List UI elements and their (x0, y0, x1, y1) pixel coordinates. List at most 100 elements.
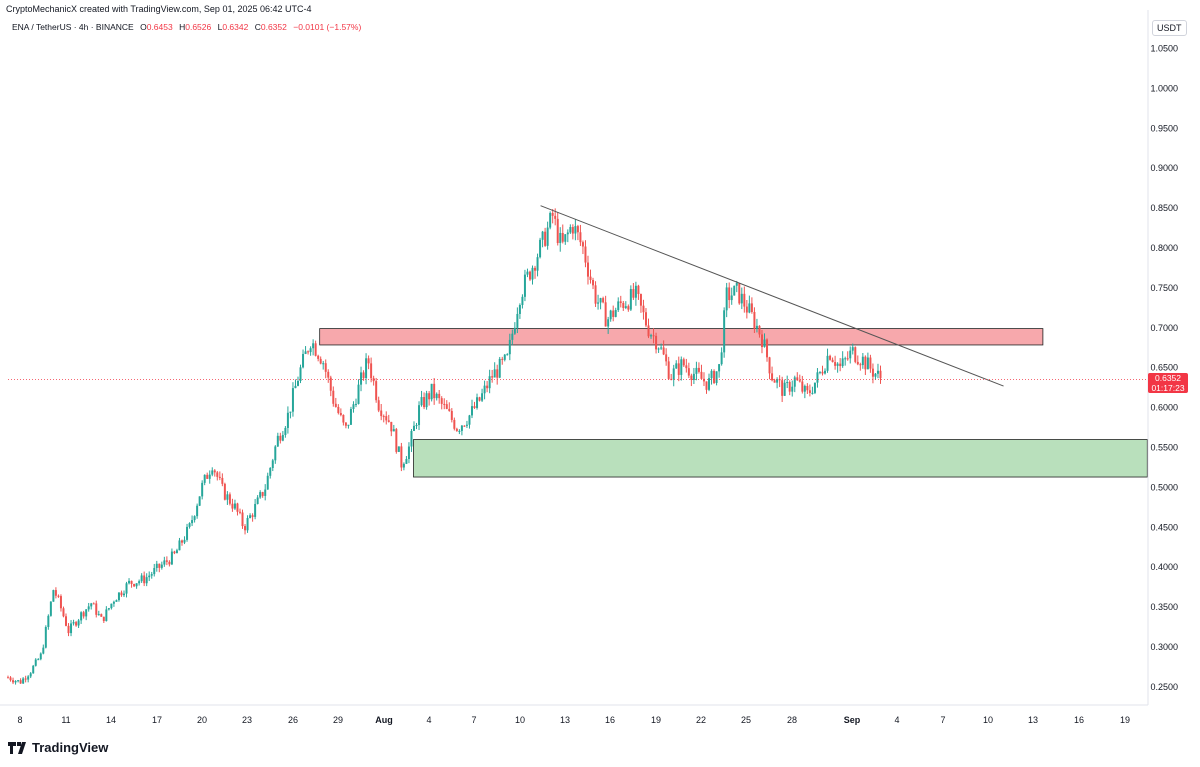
candle-body (85, 609, 88, 617)
candle-body (87, 606, 90, 610)
symbol-name[interactable]: ENA / TetherUS · 4h · BINANCE (12, 22, 134, 32)
candle-body (125, 583, 128, 594)
candle-body (551, 212, 554, 216)
candle-body (314, 343, 317, 356)
candle-body (128, 580, 131, 584)
time-tick-label: 19 (1120, 715, 1130, 725)
candle-body (206, 474, 209, 479)
currency-unit-button[interactable]: USDT (1152, 20, 1187, 36)
candle-body (143, 575, 146, 584)
candle-body (579, 232, 582, 243)
candle-body (450, 410, 453, 420)
candle-body (281, 434, 284, 441)
candle-body (425, 393, 428, 408)
candle-body (702, 378, 705, 382)
candle-body (259, 492, 262, 498)
candle-body (22, 678, 25, 684)
candle-body (291, 388, 294, 412)
candle-body (400, 446, 403, 468)
candle-body (478, 397, 481, 401)
candle-body (105, 609, 108, 622)
candle-body (344, 422, 347, 426)
candle-body (231, 503, 234, 509)
candle-body (402, 463, 405, 468)
candle-body (430, 383, 433, 400)
candle-body (644, 312, 647, 326)
candle-body (523, 274, 526, 297)
candle-body (874, 373, 877, 377)
candle-body (771, 373, 774, 381)
candle-body (544, 231, 547, 246)
candle-body (97, 614, 100, 616)
candle-body (682, 359, 685, 366)
candle-body (302, 353, 305, 368)
time-tick-label: 8 (17, 715, 22, 725)
candle-body (208, 474, 211, 479)
tradingview-logo-icon (8, 741, 26, 754)
time-tick-label: 7 (471, 715, 476, 725)
candle-body (554, 215, 557, 219)
candle-body (634, 285, 637, 298)
candle-body (566, 232, 569, 235)
candle-body (387, 420, 390, 422)
candle-body (352, 404, 355, 410)
candle-body (196, 505, 199, 517)
candle-body (705, 381, 708, 390)
candle-body (589, 276, 592, 280)
candle-body (244, 526, 247, 531)
candle-body (67, 625, 70, 634)
candle-body (39, 653, 42, 660)
candle-body (145, 577, 148, 584)
candle-body (665, 354, 668, 362)
time-tick-label: 13 (1028, 715, 1038, 725)
time-tick-label: 20 (197, 715, 207, 725)
candle-body (576, 226, 579, 233)
candle-body (672, 368, 675, 380)
candle-body (619, 301, 622, 303)
candle-body (233, 503, 236, 509)
candle-body (730, 295, 733, 301)
candle-body (59, 596, 62, 609)
candle-body (622, 302, 625, 308)
candle-body (866, 357, 869, 370)
candle-body (879, 370, 882, 379)
candle-body (783, 382, 786, 396)
candle-body (327, 371, 330, 378)
candle-body (246, 517, 249, 531)
candle-body (740, 293, 743, 304)
tradingview-logo[interactable]: TradingView (8, 740, 108, 755)
time-tick-label: 16 (605, 715, 615, 725)
candle-body (64, 616, 67, 626)
candle-body (818, 371, 821, 373)
candle-body (276, 435, 279, 447)
price-tick-label: 0.9000 (1150, 163, 1178, 173)
candle-body (697, 367, 700, 372)
candle-body (438, 393, 441, 399)
candle-body (849, 350, 852, 359)
candle-body (112, 601, 115, 604)
candle-body (445, 404, 448, 409)
candle-body (135, 583, 138, 587)
candle-body (173, 551, 176, 554)
price-tick-label: 0.4000 (1150, 562, 1178, 572)
candle-body (236, 503, 239, 512)
candle-body (110, 603, 113, 609)
candle-body (715, 371, 718, 383)
candle-body (511, 333, 514, 340)
close-label: C (254, 22, 261, 32)
candle-body (223, 483, 226, 500)
time-tick-label: 14 (106, 715, 116, 725)
time-tick-label: Aug (375, 715, 393, 725)
price-tick-label: 0.3000 (1150, 642, 1178, 652)
candle-body (463, 425, 466, 427)
open-label: O (140, 22, 147, 32)
brand-name: TradingView (32, 740, 109, 755)
candle-body (493, 369, 496, 378)
price-tick-label: 0.5500 (1150, 443, 1178, 453)
candle-body (617, 301, 620, 311)
candle-body (798, 380, 801, 382)
candle-body (47, 615, 50, 628)
candle-body (806, 385, 809, 391)
candle-body (279, 435, 282, 441)
